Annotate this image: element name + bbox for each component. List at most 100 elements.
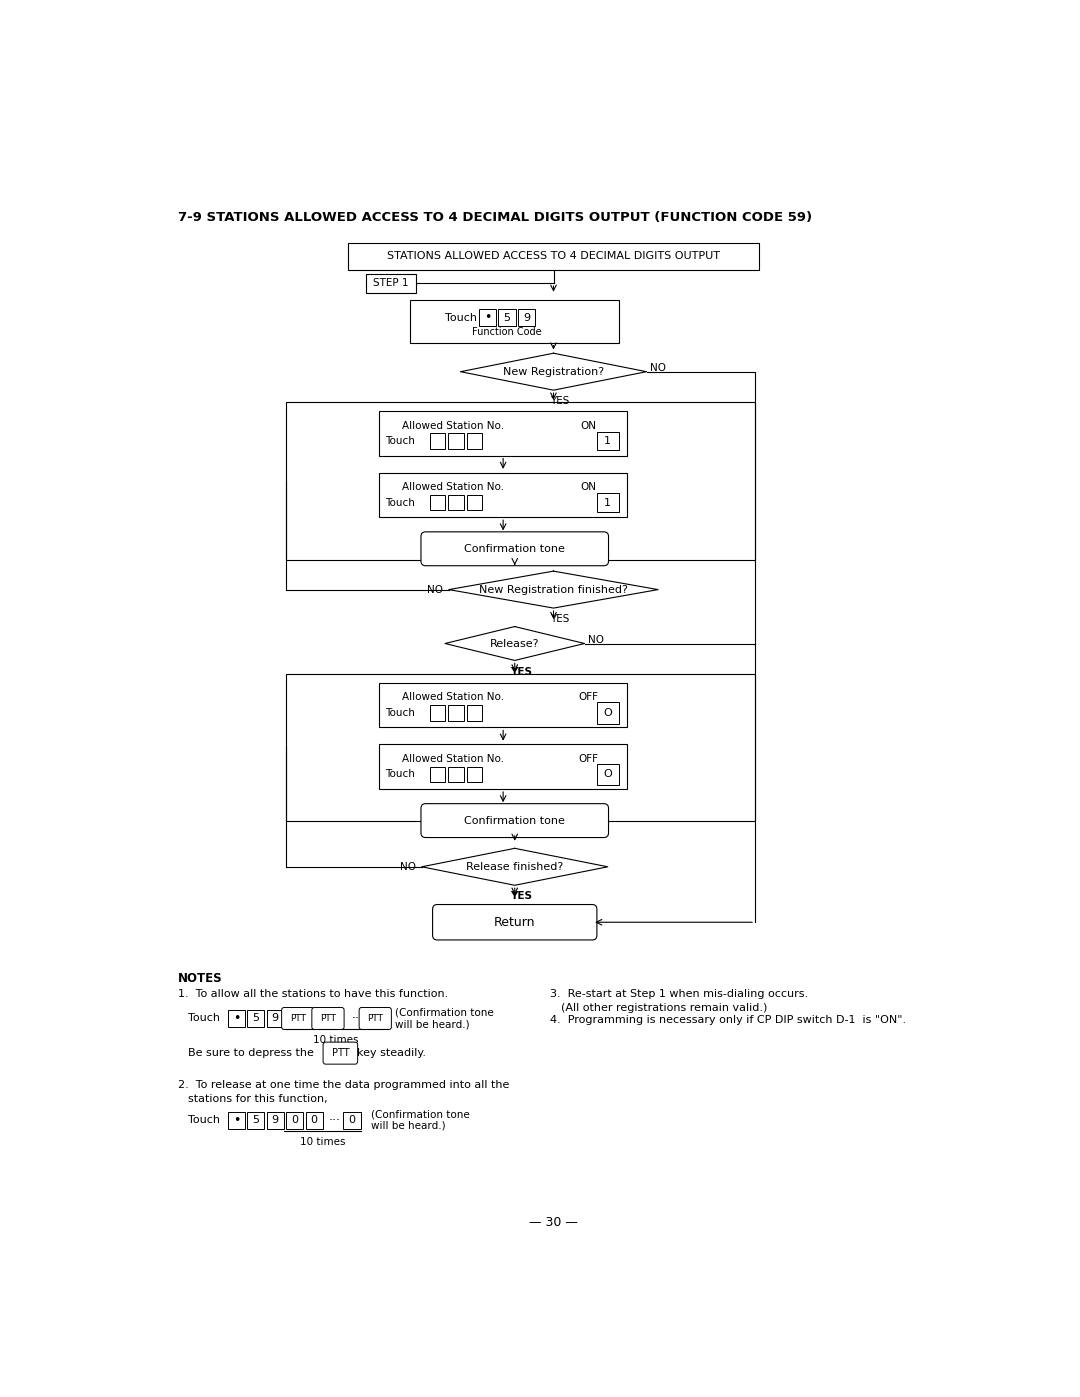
Text: 4.  Programming is necessary only if CP DIP switch D-1  is "ON".: 4. Programming is necessary only if CP D… bbox=[550, 1014, 906, 1024]
Text: YES: YES bbox=[550, 615, 569, 624]
Text: ···: ··· bbox=[351, 1011, 364, 1025]
Text: 2.  To release at one time the data programmed into all the: 2. To release at one time the data progr… bbox=[177, 1080, 509, 1090]
FancyBboxPatch shape bbox=[282, 1007, 314, 1030]
Text: 1: 1 bbox=[604, 436, 611, 446]
FancyBboxPatch shape bbox=[247, 1010, 265, 1027]
FancyBboxPatch shape bbox=[597, 764, 619, 785]
Text: Allowed Station No.: Allowed Station No. bbox=[403, 693, 504, 703]
FancyBboxPatch shape bbox=[247, 1112, 265, 1129]
Text: 0: 0 bbox=[349, 1115, 355, 1125]
Text: Touch: Touch bbox=[386, 436, 415, 446]
FancyBboxPatch shape bbox=[467, 705, 482, 721]
Text: O: O bbox=[604, 708, 612, 718]
Text: Touch: Touch bbox=[188, 1115, 219, 1125]
FancyBboxPatch shape bbox=[597, 432, 619, 450]
Text: 9: 9 bbox=[272, 1115, 279, 1125]
FancyBboxPatch shape bbox=[448, 433, 463, 448]
FancyBboxPatch shape bbox=[312, 1007, 345, 1030]
FancyBboxPatch shape bbox=[306, 1112, 323, 1129]
Text: OFF: OFF bbox=[579, 693, 598, 703]
Text: 10 times: 10 times bbox=[300, 1137, 346, 1147]
FancyBboxPatch shape bbox=[348, 243, 759, 270]
FancyBboxPatch shape bbox=[267, 1112, 284, 1129]
Text: Touch: Touch bbox=[386, 497, 415, 507]
Text: stations for this function,: stations for this function, bbox=[188, 1094, 327, 1104]
Text: Allowed Station No.: Allowed Station No. bbox=[403, 754, 504, 764]
Text: NO: NO bbox=[650, 363, 666, 373]
Text: •: • bbox=[233, 1113, 240, 1126]
FancyBboxPatch shape bbox=[467, 767, 482, 782]
FancyBboxPatch shape bbox=[379, 683, 627, 728]
Text: ON: ON bbox=[580, 420, 596, 430]
Text: 1.  To allow all the stations to have this function.: 1. To allow all the stations to have thi… bbox=[177, 989, 448, 999]
Text: Confirmation tone: Confirmation tone bbox=[464, 543, 565, 553]
Text: Touch: Touch bbox=[445, 313, 477, 323]
FancyBboxPatch shape bbox=[379, 472, 627, 517]
Text: Touch: Touch bbox=[386, 708, 415, 718]
FancyBboxPatch shape bbox=[448, 705, 463, 721]
FancyBboxPatch shape bbox=[480, 309, 496, 327]
Text: Release?: Release? bbox=[490, 638, 540, 648]
Text: •: • bbox=[484, 312, 491, 324]
FancyBboxPatch shape bbox=[499, 309, 515, 327]
Text: 3.  Re-start at Step 1 when mis-dialing occurs.: 3. Re-start at Step 1 when mis-dialing o… bbox=[550, 989, 808, 999]
Text: YES: YES bbox=[550, 397, 569, 407]
Text: 0: 0 bbox=[311, 1115, 318, 1125]
Text: YES: YES bbox=[510, 666, 532, 676]
Text: (Confirmation tone
will be heard.): (Confirmation tone will be heard.) bbox=[372, 1109, 470, 1132]
FancyBboxPatch shape bbox=[467, 433, 482, 448]
Text: YES: YES bbox=[510, 891, 532, 901]
Text: Be sure to depress the: Be sure to depress the bbox=[188, 1048, 313, 1058]
FancyBboxPatch shape bbox=[430, 433, 445, 448]
FancyBboxPatch shape bbox=[286, 1112, 303, 1129]
Text: — 30 —: — 30 — bbox=[529, 1215, 578, 1229]
Text: PTT: PTT bbox=[289, 1014, 306, 1023]
FancyBboxPatch shape bbox=[360, 1007, 391, 1030]
Text: STEP 1: STEP 1 bbox=[373, 278, 408, 288]
Text: (Confirmation tone
will be heard.): (Confirmation tone will be heard.) bbox=[394, 1007, 494, 1030]
FancyBboxPatch shape bbox=[365, 274, 416, 293]
Text: 0: 0 bbox=[292, 1115, 298, 1125]
FancyBboxPatch shape bbox=[323, 1042, 357, 1065]
FancyBboxPatch shape bbox=[228, 1112, 245, 1129]
FancyBboxPatch shape bbox=[421, 532, 608, 566]
Text: NO: NO bbox=[400, 862, 416, 872]
FancyBboxPatch shape bbox=[448, 767, 463, 782]
FancyBboxPatch shape bbox=[267, 1010, 284, 1027]
Text: Function Code: Function Code bbox=[472, 327, 542, 338]
FancyBboxPatch shape bbox=[228, 1010, 245, 1027]
Text: 1: 1 bbox=[604, 497, 611, 507]
Text: STATIONS ALLOWED ACCESS TO 4 DECIMAL DIGITS OUTPUT: STATIONS ALLOWED ACCESS TO 4 DECIMAL DIG… bbox=[387, 251, 720, 261]
Text: 7-9 STATIONS ALLOWED ACCESS TO 4 DECIMAL DIGITS OUTPUT (FUNCTION CODE 59): 7-9 STATIONS ALLOWED ACCESS TO 4 DECIMAL… bbox=[177, 211, 812, 224]
Text: NOTES: NOTES bbox=[177, 972, 222, 985]
FancyBboxPatch shape bbox=[597, 493, 619, 511]
FancyBboxPatch shape bbox=[421, 803, 608, 838]
Text: New Registration?: New Registration? bbox=[503, 366, 604, 377]
Text: (All other registrations remain valid.): (All other registrations remain valid.) bbox=[562, 1003, 768, 1013]
Text: •: • bbox=[233, 1011, 240, 1025]
FancyBboxPatch shape bbox=[430, 705, 445, 721]
Text: ···: ··· bbox=[328, 1113, 340, 1126]
Text: PTT: PTT bbox=[320, 1014, 336, 1023]
FancyBboxPatch shape bbox=[430, 767, 445, 782]
Text: 9: 9 bbox=[272, 1013, 279, 1024]
Text: Confirmation tone: Confirmation tone bbox=[464, 816, 565, 826]
Text: NO: NO bbox=[589, 634, 605, 644]
FancyBboxPatch shape bbox=[467, 495, 482, 510]
Text: ON: ON bbox=[580, 482, 596, 492]
Text: 10 times: 10 times bbox=[313, 1035, 359, 1045]
Text: 9: 9 bbox=[523, 313, 530, 323]
Text: 5: 5 bbox=[253, 1115, 259, 1125]
Text: PTT: PTT bbox=[367, 1014, 383, 1023]
FancyBboxPatch shape bbox=[448, 495, 463, 510]
Text: 5: 5 bbox=[253, 1013, 259, 1024]
FancyBboxPatch shape bbox=[379, 411, 627, 455]
FancyBboxPatch shape bbox=[433, 904, 597, 940]
FancyBboxPatch shape bbox=[379, 745, 627, 789]
Text: NO: NO bbox=[427, 584, 443, 595]
Text: Allowed Station No.: Allowed Station No. bbox=[403, 420, 504, 430]
Text: Touch: Touch bbox=[188, 1013, 219, 1024]
FancyBboxPatch shape bbox=[343, 1112, 361, 1129]
Text: 5: 5 bbox=[503, 313, 511, 323]
FancyBboxPatch shape bbox=[410, 300, 619, 342]
